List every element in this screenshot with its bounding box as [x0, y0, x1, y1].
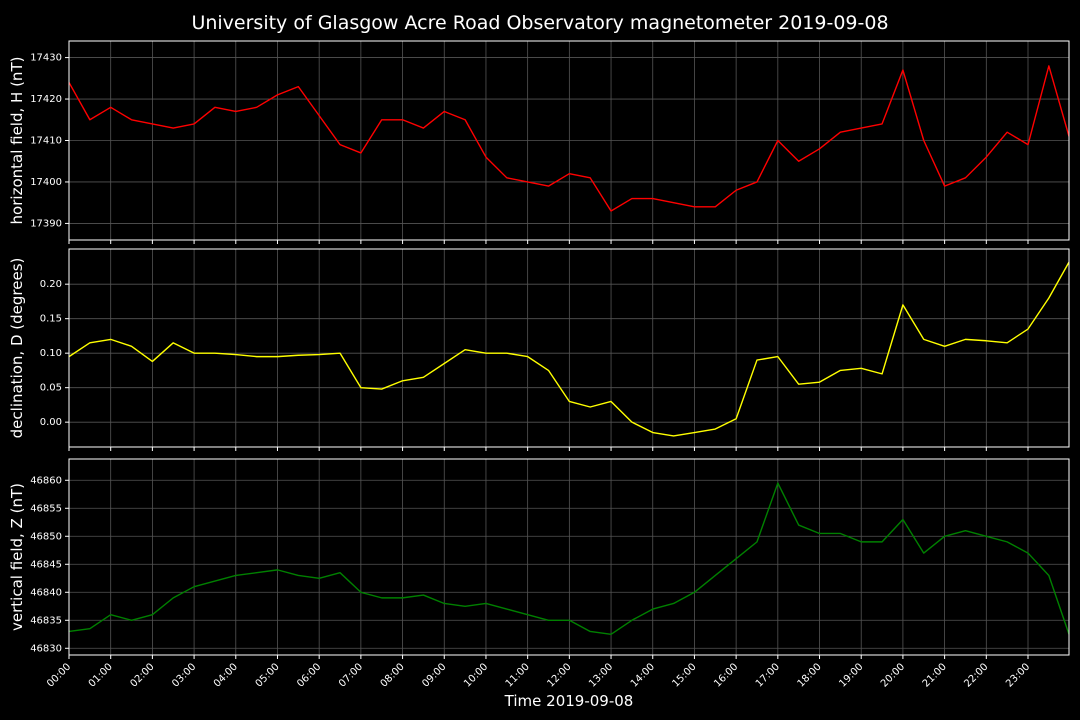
x-tick-label: 06:00: [295, 661, 323, 689]
x-tick-label: 09:00: [420, 661, 448, 689]
y-tick-label: 0.15: [40, 314, 62, 325]
x-tick-label: 00:00: [45, 661, 73, 689]
data-line: [68, 65, 1070, 212]
data-line: [68, 261, 1070, 437]
x-tick-label: 18:00: [796, 661, 824, 689]
y-tick-label: 17390: [30, 218, 62, 229]
x-tick-label: 02:00: [128, 661, 156, 689]
x-tick-label: 01:00: [87, 661, 115, 689]
y-tick-label: 17410: [30, 136, 62, 147]
y-tick-label: 46830: [30, 643, 62, 654]
y-tick-label: 17400: [30, 177, 62, 188]
y-tick-label: 46850: [30, 531, 62, 542]
y-tick-label: 17420: [30, 94, 62, 105]
y-tick-label: 0.00: [40, 417, 62, 428]
y-tick-label: 46845: [30, 559, 62, 570]
x-tick-label: 22:00: [962, 661, 990, 689]
x-tick-label: 07:00: [337, 661, 365, 689]
x-axis-label: Time 2019-09-08: [504, 692, 634, 710]
x-tick-label: 05:00: [254, 661, 282, 689]
x-tick-label: 03:00: [170, 661, 198, 689]
x-tick-label: 23:00: [1004, 661, 1032, 689]
data-line: [68, 482, 1070, 635]
x-tick-label: 12:00: [545, 661, 573, 689]
y-tick-label: 0.05: [40, 383, 62, 394]
x-tick-label: 17:00: [754, 661, 782, 689]
y-axis-label: vertical field, Z (nT): [8, 483, 26, 631]
y-tick-label: 46855: [30, 503, 62, 514]
x-tick-label: 19:00: [837, 661, 865, 689]
figure-title: University of Glasgow Acre Road Observat…: [191, 12, 888, 34]
x-tick-label: 10:00: [462, 661, 490, 689]
x-tick-label: 11:00: [504, 661, 532, 689]
x-tick-label: 04:00: [212, 661, 240, 689]
x-tick-label: 08:00: [379, 661, 407, 689]
axes-frame: [68, 458, 1070, 656]
x-tick-label: 14:00: [629, 661, 657, 689]
y-tick-label: 46840: [30, 587, 62, 598]
x-tick-label: 16:00: [712, 661, 740, 689]
y-tick-label: 17430: [30, 53, 62, 64]
axes-frame: [68, 248, 1070, 448]
y-tick-label: 0.10: [40, 348, 62, 359]
x-tick-label: 13:00: [587, 661, 615, 689]
y-tick-label: 0.20: [40, 279, 62, 290]
x-tick-label: 15:00: [671, 661, 699, 689]
x-tick-label: 21:00: [921, 661, 949, 689]
x-tick-label: 20:00: [879, 661, 907, 689]
y-tick-label: 46835: [30, 615, 62, 626]
axes-frame: [68, 40, 1070, 241]
y-axis-label: horizontal field, H (nT): [8, 57, 26, 225]
y-axis-label: declination, D (degrees): [8, 258, 26, 439]
y-tick-label: 46860: [30, 475, 62, 486]
